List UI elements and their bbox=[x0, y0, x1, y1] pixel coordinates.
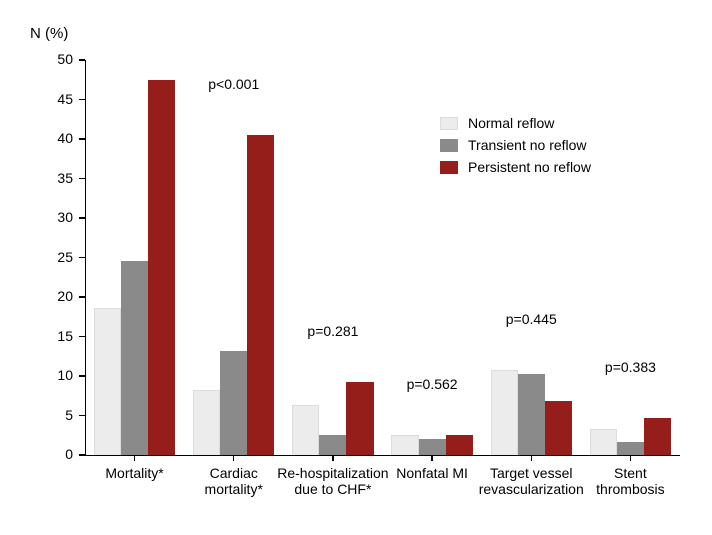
legend-item: Persistent no reflow bbox=[440, 159, 591, 175]
x-tick-mark bbox=[630, 455, 631, 461]
legend-label: Persistent no reflow bbox=[468, 159, 591, 175]
bar bbox=[247, 135, 274, 455]
x-tick-mark bbox=[233, 455, 234, 461]
bar bbox=[644, 418, 671, 455]
bar bbox=[292, 405, 319, 455]
y-tick-mark bbox=[79, 217, 85, 218]
bar bbox=[590, 429, 617, 455]
y-tick-label: 10 bbox=[0, 367, 73, 383]
y-tick-mark bbox=[79, 138, 85, 139]
bar bbox=[121, 261, 148, 455]
p-value-label: p=0.445 bbox=[481, 311, 581, 327]
legend-label: Transient no reflow bbox=[468, 137, 587, 153]
x-category-label: Cardiacmortality* bbox=[176, 465, 291, 497]
legend-label: Normal reflow bbox=[468, 115, 554, 131]
y-tick-label: 15 bbox=[0, 328, 73, 344]
x-category-label: Nonfatal MI bbox=[375, 465, 490, 481]
x-axis bbox=[85, 455, 680, 456]
legend-swatch bbox=[440, 117, 458, 130]
legend-item: Transient no reflow bbox=[440, 137, 587, 153]
p-value-label: p=0.562 bbox=[382, 376, 482, 392]
y-axis-title: N (%) bbox=[30, 25, 68, 42]
y-tick-label: 25 bbox=[0, 249, 73, 265]
y-tick-label: 30 bbox=[0, 209, 73, 225]
bar bbox=[617, 442, 644, 455]
bar bbox=[346, 382, 373, 455]
y-tick-mark bbox=[79, 415, 85, 416]
x-tick-mark bbox=[134, 455, 135, 461]
y-tick-mark bbox=[79, 336, 85, 337]
x-category-label: Mortality* bbox=[77, 465, 192, 481]
y-tick-mark bbox=[79, 59, 85, 60]
grouped-bar-chart: N (%) 0 5 10 15 20 25 30 35 40 45 50 Mortality*Cardi… bbox=[0, 0, 712, 535]
p-value-label: p=0.281 bbox=[283, 323, 383, 339]
y-tick-mark bbox=[79, 257, 85, 258]
y-tick-label: 20 bbox=[0, 288, 73, 304]
y-tick-mark bbox=[79, 178, 85, 179]
bar bbox=[148, 80, 175, 455]
bar bbox=[419, 439, 446, 455]
y-tick-label: 5 bbox=[0, 407, 73, 423]
bar bbox=[319, 435, 346, 455]
legend-swatch bbox=[440, 139, 458, 152]
bar bbox=[391, 435, 418, 455]
y-tick-label: 50 bbox=[0, 51, 73, 67]
y-tick-mark bbox=[79, 375, 85, 376]
y-tick-mark bbox=[79, 296, 85, 297]
bar bbox=[94, 308, 121, 455]
legend-swatch bbox=[440, 161, 458, 174]
x-tick-mark bbox=[531, 455, 532, 461]
legend-item: Normal reflow bbox=[440, 115, 554, 131]
bar bbox=[518, 374, 545, 455]
y-tick-mark bbox=[79, 99, 85, 100]
bar bbox=[446, 435, 473, 455]
y-axis bbox=[85, 60, 86, 456]
bar bbox=[220, 351, 247, 455]
y-tick-label: 35 bbox=[0, 170, 73, 186]
bar bbox=[193, 390, 220, 455]
y-tick-label: 45 bbox=[0, 91, 73, 107]
bar bbox=[491, 370, 518, 455]
y-tick-label: 0 bbox=[0, 446, 73, 462]
p-value-label: p<0.001 bbox=[184, 76, 284, 92]
x-category-label: Target vesselrevascularization bbox=[474, 465, 589, 497]
x-category-label: Stentthrombosis bbox=[573, 465, 688, 497]
y-tick-mark bbox=[79, 454, 85, 455]
y-tick-label: 40 bbox=[0, 130, 73, 146]
x-category-label: Re-hospitalizationdue to CHF* bbox=[275, 465, 390, 497]
x-tick-mark bbox=[332, 455, 333, 461]
bar bbox=[545, 401, 572, 455]
p-value-label: p=0.383 bbox=[580, 359, 680, 375]
x-tick-mark bbox=[431, 455, 432, 461]
